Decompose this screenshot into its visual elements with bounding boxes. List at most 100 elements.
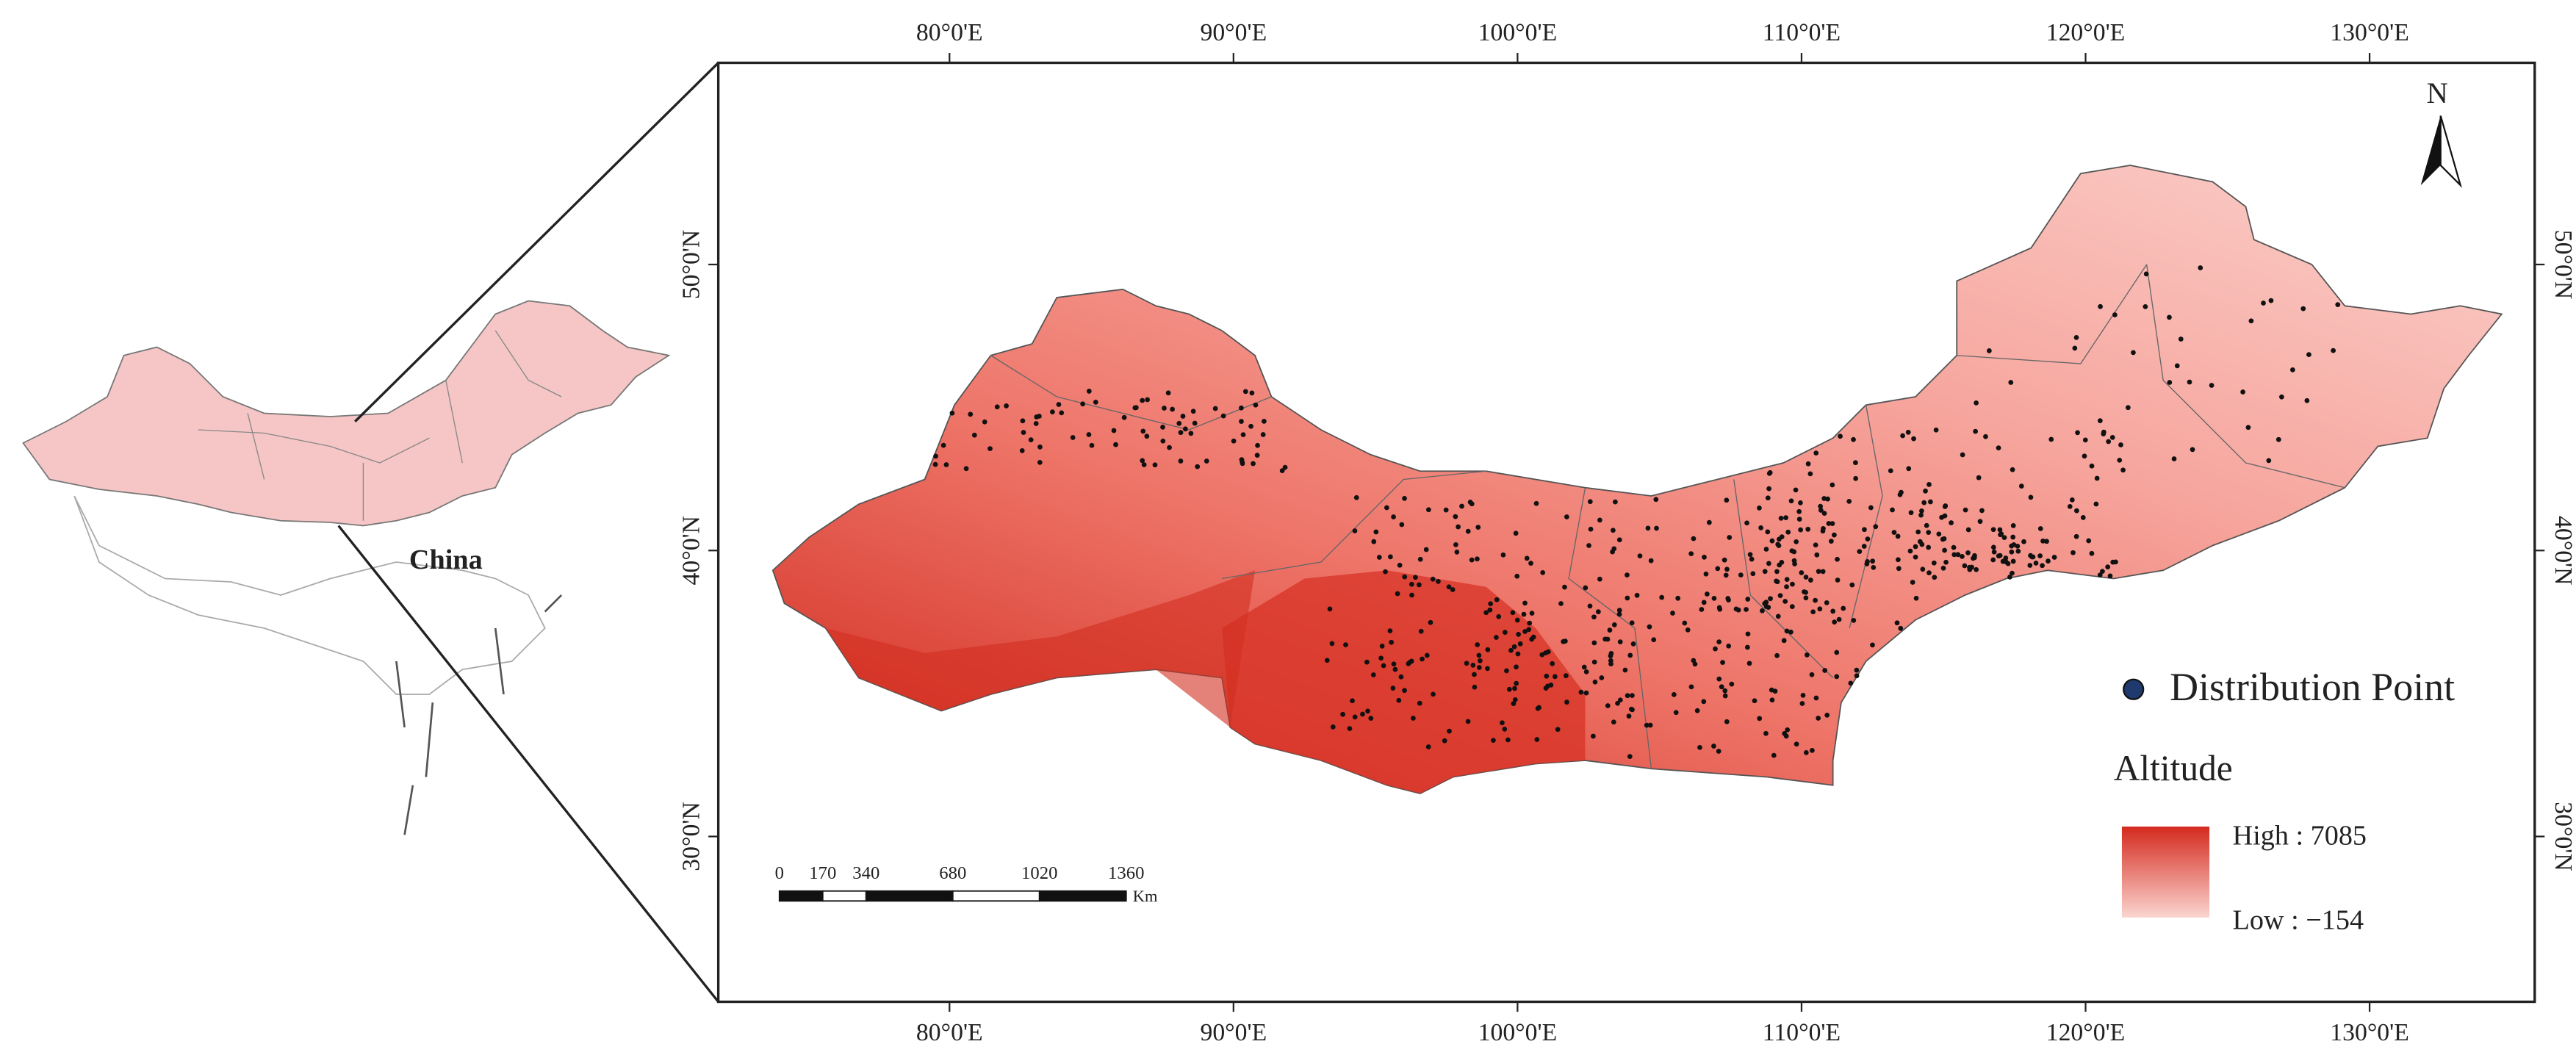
distribution-point xyxy=(1564,699,1569,705)
distribution-point xyxy=(1798,527,1803,533)
distribution-point xyxy=(1723,572,1729,578)
distribution-point xyxy=(1417,700,1422,706)
distribution-point xyxy=(1564,514,1569,519)
distribution-point xyxy=(1141,462,1147,467)
distribution-point xyxy=(1820,569,1826,575)
distribution-point xyxy=(2037,526,2043,531)
distribution-point xyxy=(2266,458,2272,464)
distribution-point xyxy=(1746,661,1752,666)
distribution-point xyxy=(2046,558,2051,564)
distribution-point xyxy=(1436,578,1441,584)
distribution-point xyxy=(1915,529,1921,535)
distribution-point xyxy=(1788,498,1794,504)
distribution-point xyxy=(1745,597,1751,602)
distribution-point xyxy=(1800,693,1806,698)
distribution-point xyxy=(1774,569,1780,575)
distribution-point xyxy=(1282,464,1288,470)
distribution-point xyxy=(2261,301,2266,306)
distribution-point xyxy=(1747,552,1753,558)
distribution-point xyxy=(1724,497,1730,503)
distribution-point xyxy=(1472,672,1477,677)
distribution-point xyxy=(1475,525,1481,530)
distribution-point xyxy=(1113,442,1118,447)
distribution-point xyxy=(1378,655,1384,661)
distribution-point xyxy=(1510,610,1516,616)
distribution-point xyxy=(1898,625,1904,631)
distribution-point xyxy=(2044,539,2049,544)
distribution-point xyxy=(1418,628,1424,634)
distribution-point xyxy=(1478,658,1483,663)
inset-map: China xyxy=(22,62,719,1003)
distribution-point xyxy=(1513,530,1519,536)
distribution-point xyxy=(1417,582,1422,588)
distribution-point xyxy=(1450,587,1456,592)
distribution-point xyxy=(1526,627,1532,633)
distribution-point xyxy=(1908,510,1914,516)
distribution-point xyxy=(1716,676,1722,682)
distribution-point xyxy=(1871,565,1877,570)
distribution-point xyxy=(2069,497,2075,503)
distribution-point xyxy=(2131,350,2136,356)
distribution-point xyxy=(1857,549,1863,555)
distribution-point xyxy=(1862,527,1867,533)
scale-segment xyxy=(865,890,954,902)
distribution-point xyxy=(1905,429,1911,435)
y-tick-label: 50°0'N xyxy=(678,230,705,300)
distribution-point xyxy=(1936,531,1942,537)
distribution-point xyxy=(1586,543,1591,548)
distribution-point xyxy=(1583,585,1589,591)
distribution-point xyxy=(2117,458,2123,463)
distribution-point xyxy=(1626,713,1632,719)
x-tick-label: 90°0'E xyxy=(1200,1019,1267,1046)
distribution-point xyxy=(1725,596,1731,601)
distribution-point xyxy=(1365,708,1370,714)
distribution-point xyxy=(1384,505,1389,511)
distribution-point xyxy=(1514,680,1519,686)
distribution-point xyxy=(1813,450,1819,456)
distribution-point xyxy=(2037,553,2043,558)
distribution-point xyxy=(1070,435,1076,440)
distribution-point xyxy=(1387,628,1393,633)
distribution-point xyxy=(1832,619,1838,625)
distribution-point xyxy=(1763,600,1769,605)
distribution-point xyxy=(1766,561,1771,566)
distribution-point xyxy=(1896,557,1901,563)
distribution-point xyxy=(2106,439,2112,445)
distribution-point xyxy=(1828,539,1834,544)
distribution-point xyxy=(1502,726,1508,732)
distribution-point xyxy=(1783,733,1789,739)
distribution-point xyxy=(1364,659,1370,665)
distribution-point xyxy=(1086,432,1092,437)
distribution-point xyxy=(1813,695,1819,701)
distribution-point xyxy=(2028,494,2034,500)
distribution-point xyxy=(2279,394,2284,400)
distribution-point xyxy=(1757,505,1762,511)
distribution-point xyxy=(1597,576,1602,582)
distribution-point xyxy=(1059,410,1065,416)
distribution-point xyxy=(1987,348,1992,353)
distribution-point xyxy=(1822,668,1828,673)
distribution-point xyxy=(2306,352,2311,358)
distribution-point xyxy=(1805,461,1811,467)
distribution-point xyxy=(1089,442,1095,448)
distribution-point xyxy=(1647,624,1652,630)
distribution-point xyxy=(1830,608,1836,614)
distribution-point xyxy=(1615,700,1620,706)
distribution-point xyxy=(1962,507,1968,513)
distribution-point xyxy=(1563,673,1569,679)
distribution-point xyxy=(1178,458,1184,464)
distribution-point xyxy=(1395,591,1400,597)
distribution-point xyxy=(2143,303,2148,309)
distribution-point xyxy=(1834,674,1840,680)
distribution-point xyxy=(1691,536,1697,541)
distribution-point xyxy=(971,432,977,438)
distribution-point xyxy=(1775,613,1781,619)
distribution-point xyxy=(2105,564,2111,570)
distribution-point xyxy=(1347,726,1353,732)
distribution-point xyxy=(1611,719,1616,725)
distribution-point xyxy=(1464,661,1469,666)
distribution-point xyxy=(1254,453,1260,458)
distribution-point xyxy=(1140,428,1146,434)
distribution-point xyxy=(1608,658,1613,663)
distribution-point xyxy=(1784,628,1790,634)
